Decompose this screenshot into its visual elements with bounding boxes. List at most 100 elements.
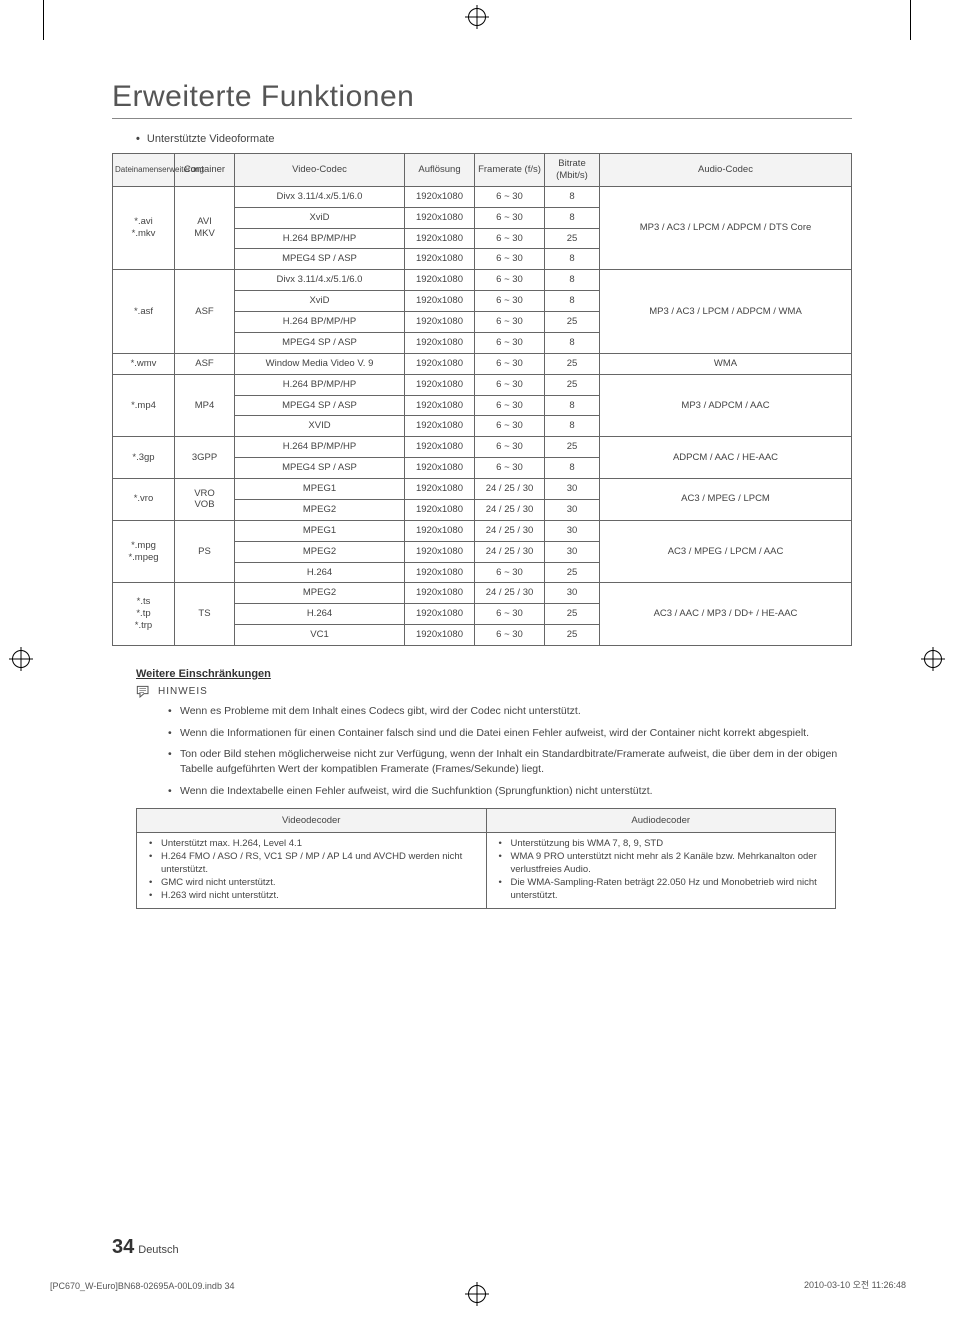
cell-vcodec: XviD (235, 291, 405, 312)
cell-br: 8 (545, 332, 600, 353)
cell-container: AVIMKV (175, 186, 235, 270)
cell-res: 1920x1080 (405, 625, 475, 646)
cell-vcodec: XviD (235, 207, 405, 228)
cell-container: TS (175, 583, 235, 646)
th-bitrate: Bitrate (Mbit/s) (545, 154, 600, 187)
note-item: Ton oder Bild stehen möglicherweise nich… (168, 747, 852, 776)
cell-ext: *.asf (113, 270, 175, 354)
th-resolution: Auflösung (405, 154, 475, 187)
cell-acodec: AC3 / MPEG / LPCM / AAC (600, 520, 852, 583)
cell-fr: 6 ~ 30 (475, 332, 545, 353)
video-decoder-item: H.264 FMO / ASO / RS, VC1 SP / MP / AP L… (149, 851, 478, 877)
notes-list: Wenn es Probleme mit dem Inhalt eines Co… (168, 704, 852, 798)
th-container: Container (175, 154, 235, 187)
cell-vcodec: MPEG1 (235, 479, 405, 500)
cell-br: 8 (545, 458, 600, 479)
cell-acodec: MP3 / ADPCM / AAC (600, 374, 852, 437)
cell-vcodec: MPEG4 SP / ASP (235, 458, 405, 479)
cell-res: 1920x1080 (405, 374, 475, 395)
cell-res: 1920x1080 (405, 353, 475, 374)
cell-br: 30 (545, 541, 600, 562)
cell-fr: 6 ~ 30 (475, 562, 545, 583)
audio-decoder-item: Unterstützung bis WMA 7, 8, 9, STD (499, 838, 828, 851)
cell-fr: 6 ~ 30 (475, 625, 545, 646)
cell-acodec: AC3 / MPEG / LPCM (600, 479, 852, 521)
cell-br: 8 (545, 270, 600, 291)
cell-res: 1920x1080 (405, 395, 475, 416)
cell-res: 1920x1080 (405, 604, 475, 625)
audio-decoder-item: Die WMA-Sampling-Raten beträgt 22.050 Hz… (499, 877, 828, 903)
cell-res: 1920x1080 (405, 437, 475, 458)
cell-br: 25 (545, 625, 600, 646)
cell-fr: 24 / 25 / 30 (475, 499, 545, 520)
cell-vcodec: MPEG4 SP / ASP (235, 332, 405, 353)
cell-br: 8 (545, 395, 600, 416)
cell-fr: 6 ~ 30 (475, 353, 545, 374)
cell-vcodec: MPEG1 (235, 520, 405, 541)
cell-fr: 24 / 25 / 30 (475, 541, 545, 562)
cell-fr: 24 / 25 / 30 (475, 479, 545, 500)
cell-acodec: MP3 / AC3 / LPCM / ADPCM / DTS Core (600, 186, 852, 270)
divider (112, 118, 852, 119)
cell-res: 1920x1080 (405, 228, 475, 249)
cell-vcodec: H.264 BP/MP/HP (235, 228, 405, 249)
cell-br: 8 (545, 249, 600, 270)
hinweis-label: HINWEIS (158, 686, 208, 697)
note-item: Wenn es Probleme mit dem Inhalt eines Co… (168, 704, 852, 719)
cell-vcodec: H.264 (235, 562, 405, 583)
cell-fr: 24 / 25 / 30 (475, 520, 545, 541)
cell-res: 1920x1080 (405, 458, 475, 479)
cell-fr: 6 ~ 30 (475, 228, 545, 249)
cell-br: 8 (545, 207, 600, 228)
cell-fr: 6 ~ 30 (475, 374, 545, 395)
video-decoder-item: H.263 wird nicht unterstützt. (149, 890, 478, 903)
cell-container: ASF (175, 270, 235, 354)
registration-mark-icon (924, 650, 942, 668)
cell-vcodec: H.264 BP/MP/HP (235, 374, 405, 395)
supported-formats-label: Unterstützte Videoformate (112, 133, 852, 145)
cell-fr: 6 ~ 30 (475, 249, 545, 270)
cell-fr: 6 ~ 30 (475, 312, 545, 333)
cell-fr: 24 / 25 / 30 (475, 583, 545, 604)
footer-left: [PC670_W-Euro]BN68-02695A-00L09.indb 34 (50, 1281, 234, 1291)
note-icon (136, 684, 152, 698)
cell-vcodec: MPEG2 (235, 583, 405, 604)
cell-container: MP4 (175, 374, 235, 437)
cell-br: 30 (545, 583, 600, 604)
cell-vcodec: VC1 (235, 625, 405, 646)
cell-res: 1920x1080 (405, 332, 475, 353)
registration-mark-icon (468, 8, 486, 26)
cell-ext: *.vro (113, 479, 175, 521)
audio-decoder-list: Unterstützung bis WMA 7, 8, 9, STDWMA 9 … (495, 838, 828, 902)
cell-fr: 6 ~ 30 (475, 395, 545, 416)
codec-table: Dateinamenserweiterung Container Video-C… (112, 153, 852, 646)
cell-res: 1920x1080 (405, 207, 475, 228)
cell-fr: 6 ~ 30 (475, 458, 545, 479)
cell-br: 8 (545, 186, 600, 207)
cell-br: 30 (545, 499, 600, 520)
cell-vcodec: Divx 3.11/4.x/5.1/6.0 (235, 186, 405, 207)
cell-acodec: AC3 / AAC / MP3 / DD+ / HE-AAC (600, 583, 852, 646)
cell-fr: 6 ~ 30 (475, 416, 545, 437)
th-vcodec: Video-Codec (235, 154, 405, 187)
cell-fr: 6 ~ 30 (475, 437, 545, 458)
cell-container: VROVOB (175, 479, 235, 521)
cell-vcodec: Window Media Video V. 9 (235, 353, 405, 374)
cell-vcodec: MPEG2 (235, 541, 405, 562)
cell-vcodec: H.264 BP/MP/HP (235, 437, 405, 458)
audio-decoder-item: WMA 9 PRO unterstützt nicht mehr als 2 K… (499, 851, 828, 877)
cell-ext: *.wmv (113, 353, 175, 374)
cell-res: 1920x1080 (405, 291, 475, 312)
cell-container: 3GPP (175, 437, 235, 479)
cell-container: ASF (175, 353, 235, 374)
cell-acodec: MP3 / AC3 / LPCM / ADPCM / WMA (600, 270, 852, 354)
cell-acodec: WMA (600, 353, 852, 374)
cell-ext: *.mp4 (113, 374, 175, 437)
cell-vcodec: H.264 (235, 604, 405, 625)
restrictions-heading: Weitere Einschränkungen (136, 668, 852, 680)
registration-mark-icon (468, 1285, 486, 1303)
th-framerate: Framerate (f/s) (475, 154, 545, 187)
cell-br: 25 (545, 562, 600, 583)
cell-vcodec: MPEG4 SP / ASP (235, 395, 405, 416)
cell-container: PS (175, 520, 235, 583)
